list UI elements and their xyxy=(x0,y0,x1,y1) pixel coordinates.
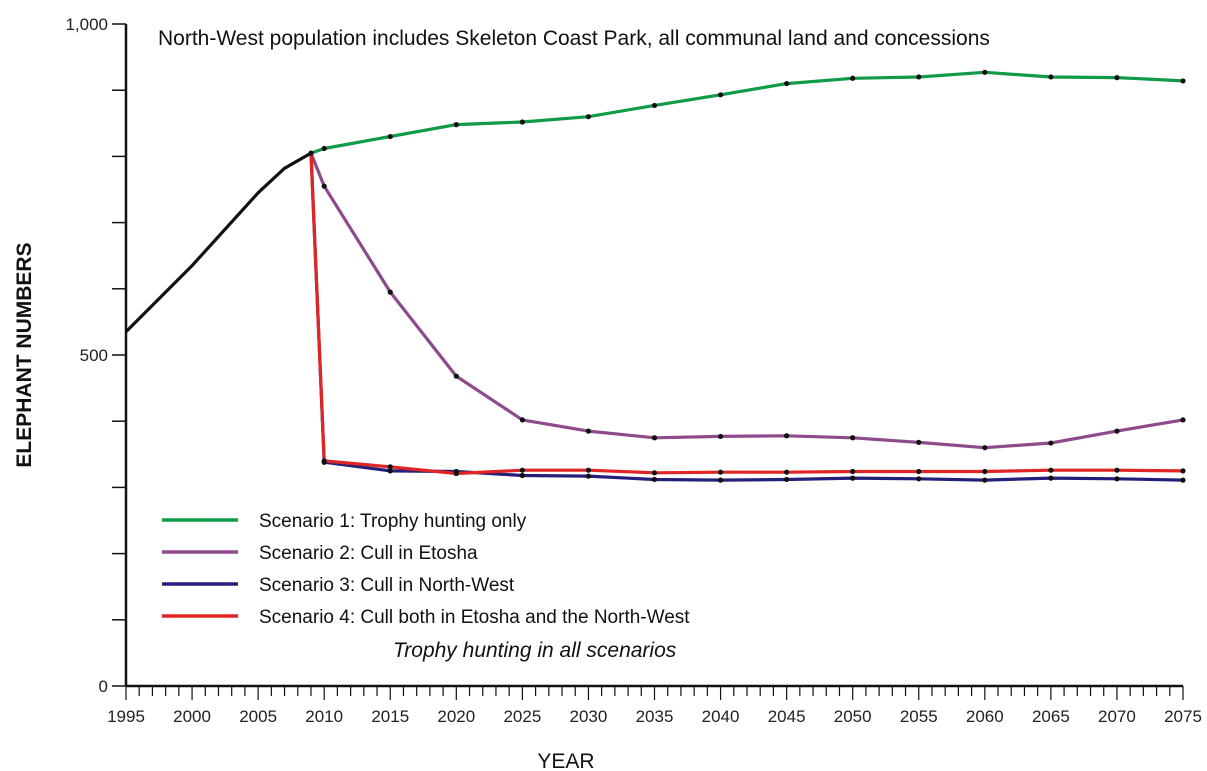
legend-label-scenario-1: Scenario 1: Trophy hunting only xyxy=(259,511,527,532)
data-point-scenario-4 xyxy=(387,464,393,470)
data-point-scenario-3 xyxy=(1048,475,1054,481)
data-point-scenario-3 xyxy=(387,468,393,474)
data-point-scenario-3 xyxy=(850,475,856,481)
data-point-scenario-2 xyxy=(784,433,790,439)
data-point-scenario-1 xyxy=(321,145,327,152)
axes-layer: 0 500 1,000 1995 2000 2005 2010 2015 2020 2025 203… xyxy=(65,15,1201,726)
x-tick-label: 2050 xyxy=(834,707,872,726)
data-point-scenario-4 xyxy=(453,470,459,477)
data-point-scenario-4 xyxy=(585,467,592,473)
y-tick-label: 1,000 xyxy=(65,15,108,34)
data-point-scenario-1 xyxy=(1114,75,1120,81)
data-point-scenario-3 xyxy=(1180,477,1186,483)
x-tick-label: 2045 xyxy=(768,707,806,726)
x-tick-label: 2010 xyxy=(305,707,343,726)
data-point-scenario-4 xyxy=(321,458,327,464)
x-tick-label: 2020 xyxy=(437,707,475,726)
data-point-scenario-1 xyxy=(1048,74,1054,80)
data-point-scenario-2 xyxy=(982,445,988,451)
data-point-scenario-2 xyxy=(519,417,525,423)
x-axis-title: YEAR xyxy=(537,750,594,771)
data-point-scenario-2 xyxy=(717,433,724,440)
data-point-scenario-2 xyxy=(1180,417,1186,423)
series-line-scenario-2 xyxy=(309,152,1184,450)
data-point-scenario-1 xyxy=(850,75,856,81)
x-tick-label: 2040 xyxy=(702,707,740,726)
data-point-scenario-4 xyxy=(982,468,988,475)
legend-note: Trophy hunting in all scenarios xyxy=(393,639,677,662)
data-point-scenario-4 xyxy=(784,469,790,475)
data-point-scenario-1 xyxy=(585,114,592,120)
data-point-scenario-2 xyxy=(1114,428,1120,434)
data-point-scenario-1 xyxy=(519,119,525,125)
data-point-scenario-3 xyxy=(651,476,658,483)
data-point-scenario-3 xyxy=(916,476,922,482)
data-point-scenario-1 xyxy=(784,80,790,87)
data-point-junction xyxy=(308,150,314,156)
data-point-scenario-2 xyxy=(1048,440,1054,446)
x-tick-label: 2035 xyxy=(636,707,674,726)
series-line-scenario-1 xyxy=(310,70,1184,155)
y-tick-label: 500 xyxy=(80,346,108,365)
data-point-scenario-3 xyxy=(784,476,790,483)
data-point-scenario-2 xyxy=(453,373,459,379)
data-point-scenario-2 xyxy=(585,428,592,434)
data-point-scenario-4 xyxy=(717,469,724,475)
data-point-scenario-4 xyxy=(1114,467,1120,473)
data-point-scenario-1 xyxy=(651,102,658,109)
data-point-scenario-1 xyxy=(982,69,988,75)
data-point-scenario-1 xyxy=(916,74,922,80)
x-tick-label: 2055 xyxy=(900,707,938,726)
data-point-scenario-3 xyxy=(717,477,724,483)
x-tick-label: 2025 xyxy=(503,707,541,726)
x-tick-label: 2060 xyxy=(966,707,1004,726)
data-point-scenario-1 xyxy=(453,122,459,128)
data-point-scenario-1 xyxy=(1180,78,1186,84)
x-tick-label: 2075 xyxy=(1164,707,1202,726)
x-tick-label: 2070 xyxy=(1098,707,1136,726)
legend-label-scenario-3: Scenario 3: Cull in North-West xyxy=(259,575,515,596)
data-point-scenario-2 xyxy=(651,435,658,441)
data-point-scenario-3 xyxy=(982,477,988,483)
data-point-scenario-4 xyxy=(1180,468,1186,474)
data-point-scenario-3 xyxy=(1114,476,1120,482)
series-line-scenario-4 xyxy=(309,153,1184,476)
data-point-scenario-2 xyxy=(321,183,327,189)
historical-line xyxy=(124,151,312,333)
data-point-scenario-2 xyxy=(916,439,922,445)
data-point-scenario-1 xyxy=(387,133,393,140)
chart-annotation: North-West population includes Skeleton … xyxy=(158,27,990,50)
legend-layer: Scenario 1: Trophy hunting only Scenario … xyxy=(162,511,690,628)
data-point-scenario-3 xyxy=(519,472,525,479)
x-tick-label: 2000 xyxy=(173,707,211,726)
data-point-scenario-4 xyxy=(916,468,922,475)
x-tick-label: 1995 xyxy=(107,707,145,726)
x-tick-label: 2005 xyxy=(239,707,277,726)
legend-label-scenario-4: Scenario 4: Cull both in Etosha and the … xyxy=(259,607,690,628)
data-point-scenario-1 xyxy=(717,92,724,98)
data-point-scenario-2 xyxy=(387,289,393,295)
data-point-scenario-4 xyxy=(850,468,856,475)
legend-label-scenario-2: Scenario 2: Cull in Etosha xyxy=(259,543,478,564)
data-point-scenario-4 xyxy=(519,467,525,473)
y-axis-title: ELEPHANT NUMBERS xyxy=(13,242,36,467)
x-tick-label: 2030 xyxy=(570,707,608,726)
data-point-scenario-4 xyxy=(651,470,658,476)
x-tick-label: 2015 xyxy=(371,707,409,726)
series-layer xyxy=(124,69,1186,483)
y-tick-label: 0 xyxy=(99,677,108,696)
data-point-scenario-4 xyxy=(1048,467,1054,473)
series-line-scenario-3 xyxy=(309,153,1184,482)
x-tick-label: 2065 xyxy=(1032,707,1070,726)
data-point-scenario-2 xyxy=(850,435,856,441)
data-point-scenario-3 xyxy=(585,473,592,479)
